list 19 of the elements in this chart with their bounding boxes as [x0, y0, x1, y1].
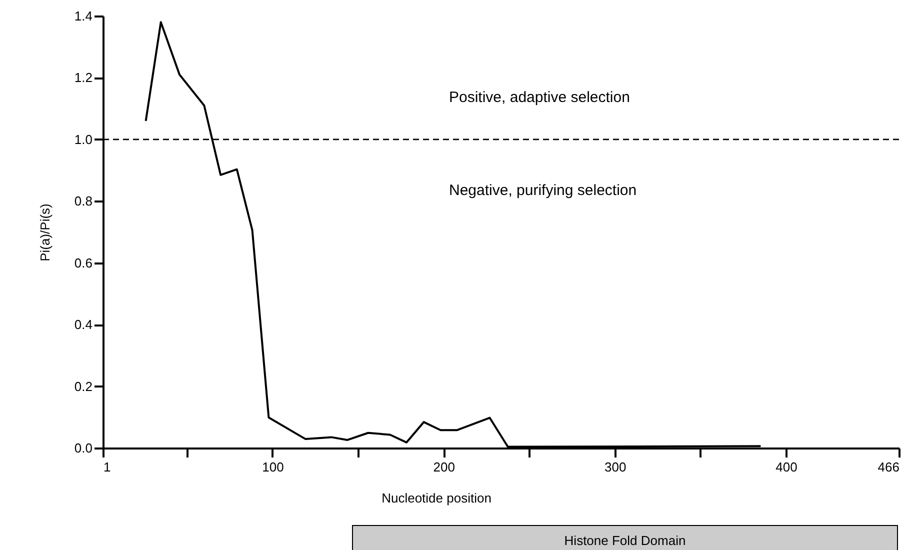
y-tick-label: 0.6: [74, 255, 92, 270]
y-tick-label: 0.0: [74, 440, 92, 456]
y-tick-label: 1.0: [74, 132, 92, 147]
x-tick-label: 200: [433, 460, 456, 474]
y-axis-title: Pi(a)/Pi(s): [37, 204, 52, 262]
annotation: Positive, adaptive selection: [449, 89, 630, 106]
x-tick-label: 466: [878, 460, 900, 474]
y-tick-label: 0.4: [74, 317, 92, 332]
x-tick-label: 300: [604, 460, 626, 474]
x-tick-label: 1: [104, 460, 111, 474]
annotation: Negative, purifying selection: [449, 182, 637, 199]
x-tick-label: 400: [776, 460, 798, 474]
y-tick-label: 1.4: [74, 8, 92, 24]
x-tick-label: 100: [262, 460, 284, 474]
y-tick-label: 0.8: [74, 194, 92, 209]
x-axis-title: Nucleotide position: [382, 490, 492, 506]
domain-box: Histone Fold Domain: [352, 525, 898, 550]
y-tick-label: 1.2: [74, 70, 92, 86]
y-tick-label: 0.2: [74, 378, 92, 394]
